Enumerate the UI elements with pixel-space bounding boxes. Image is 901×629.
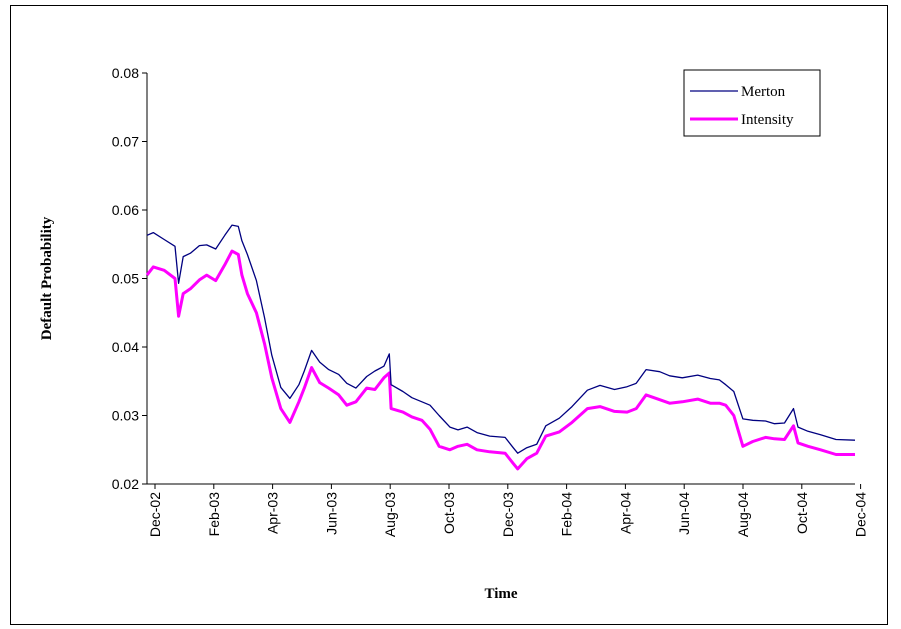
y-tick-label: 0.03 [112, 408, 139, 424]
x-axis-title: Time [484, 586, 517, 602]
x-tick-label: Aug-03 [382, 492, 398, 537]
y-tick-label: 0.05 [112, 271, 139, 287]
legend-label-merton: Merton [741, 84, 786, 100]
x-tick-label: Feb-03 [206, 492, 222, 537]
x-tick-label: Apr-03 [265, 492, 281, 534]
y-tick-label: 0.02 [112, 476, 139, 492]
x-tick-label: Dec-04 [853, 492, 869, 537]
legend-box [683, 69, 821, 137]
series-group [145, 224, 856, 471]
legend: Merton Intensity [683, 69, 821, 137]
series-line-merton [146, 224, 856, 454]
x-tick-label: Aug-04 [735, 492, 751, 537]
x-tick-label: Oct-04 [794, 492, 810, 534]
y-tick-label: 0.06 [112, 202, 139, 218]
x-tick-label: Jun-03 [323, 492, 339, 535]
y-tick-label: 0.08 [112, 65, 139, 81]
x-tick-label: Dec-03 [500, 492, 516, 537]
x-tick-label: Apr-04 [617, 492, 633, 534]
x-axis: Dec-02 Feb-03 Apr-03 Jun-03 Aug-03 Oct-03 Dec-… [147, 483, 869, 537]
y-tick-label: 0.07 [112, 134, 139, 150]
legend-label-intensity: Intensity [741, 112, 794, 128]
y-axis-title: Default Probability [39, 216, 55, 340]
x-tick-label: Dec-02 [147, 492, 163, 537]
x-tick-label: Feb-04 [559, 492, 575, 537]
y-tick-label: 0.04 [112, 339, 139, 355]
series-line-intensity [145, 249, 855, 471]
x-tick-label: Jun-04 [676, 492, 692, 535]
x-tick-label: Oct-03 [441, 492, 457, 534]
y-axis: 0.02 0.03 0.04 0.05 0.06 0.07 0.08 [112, 65, 148, 492]
